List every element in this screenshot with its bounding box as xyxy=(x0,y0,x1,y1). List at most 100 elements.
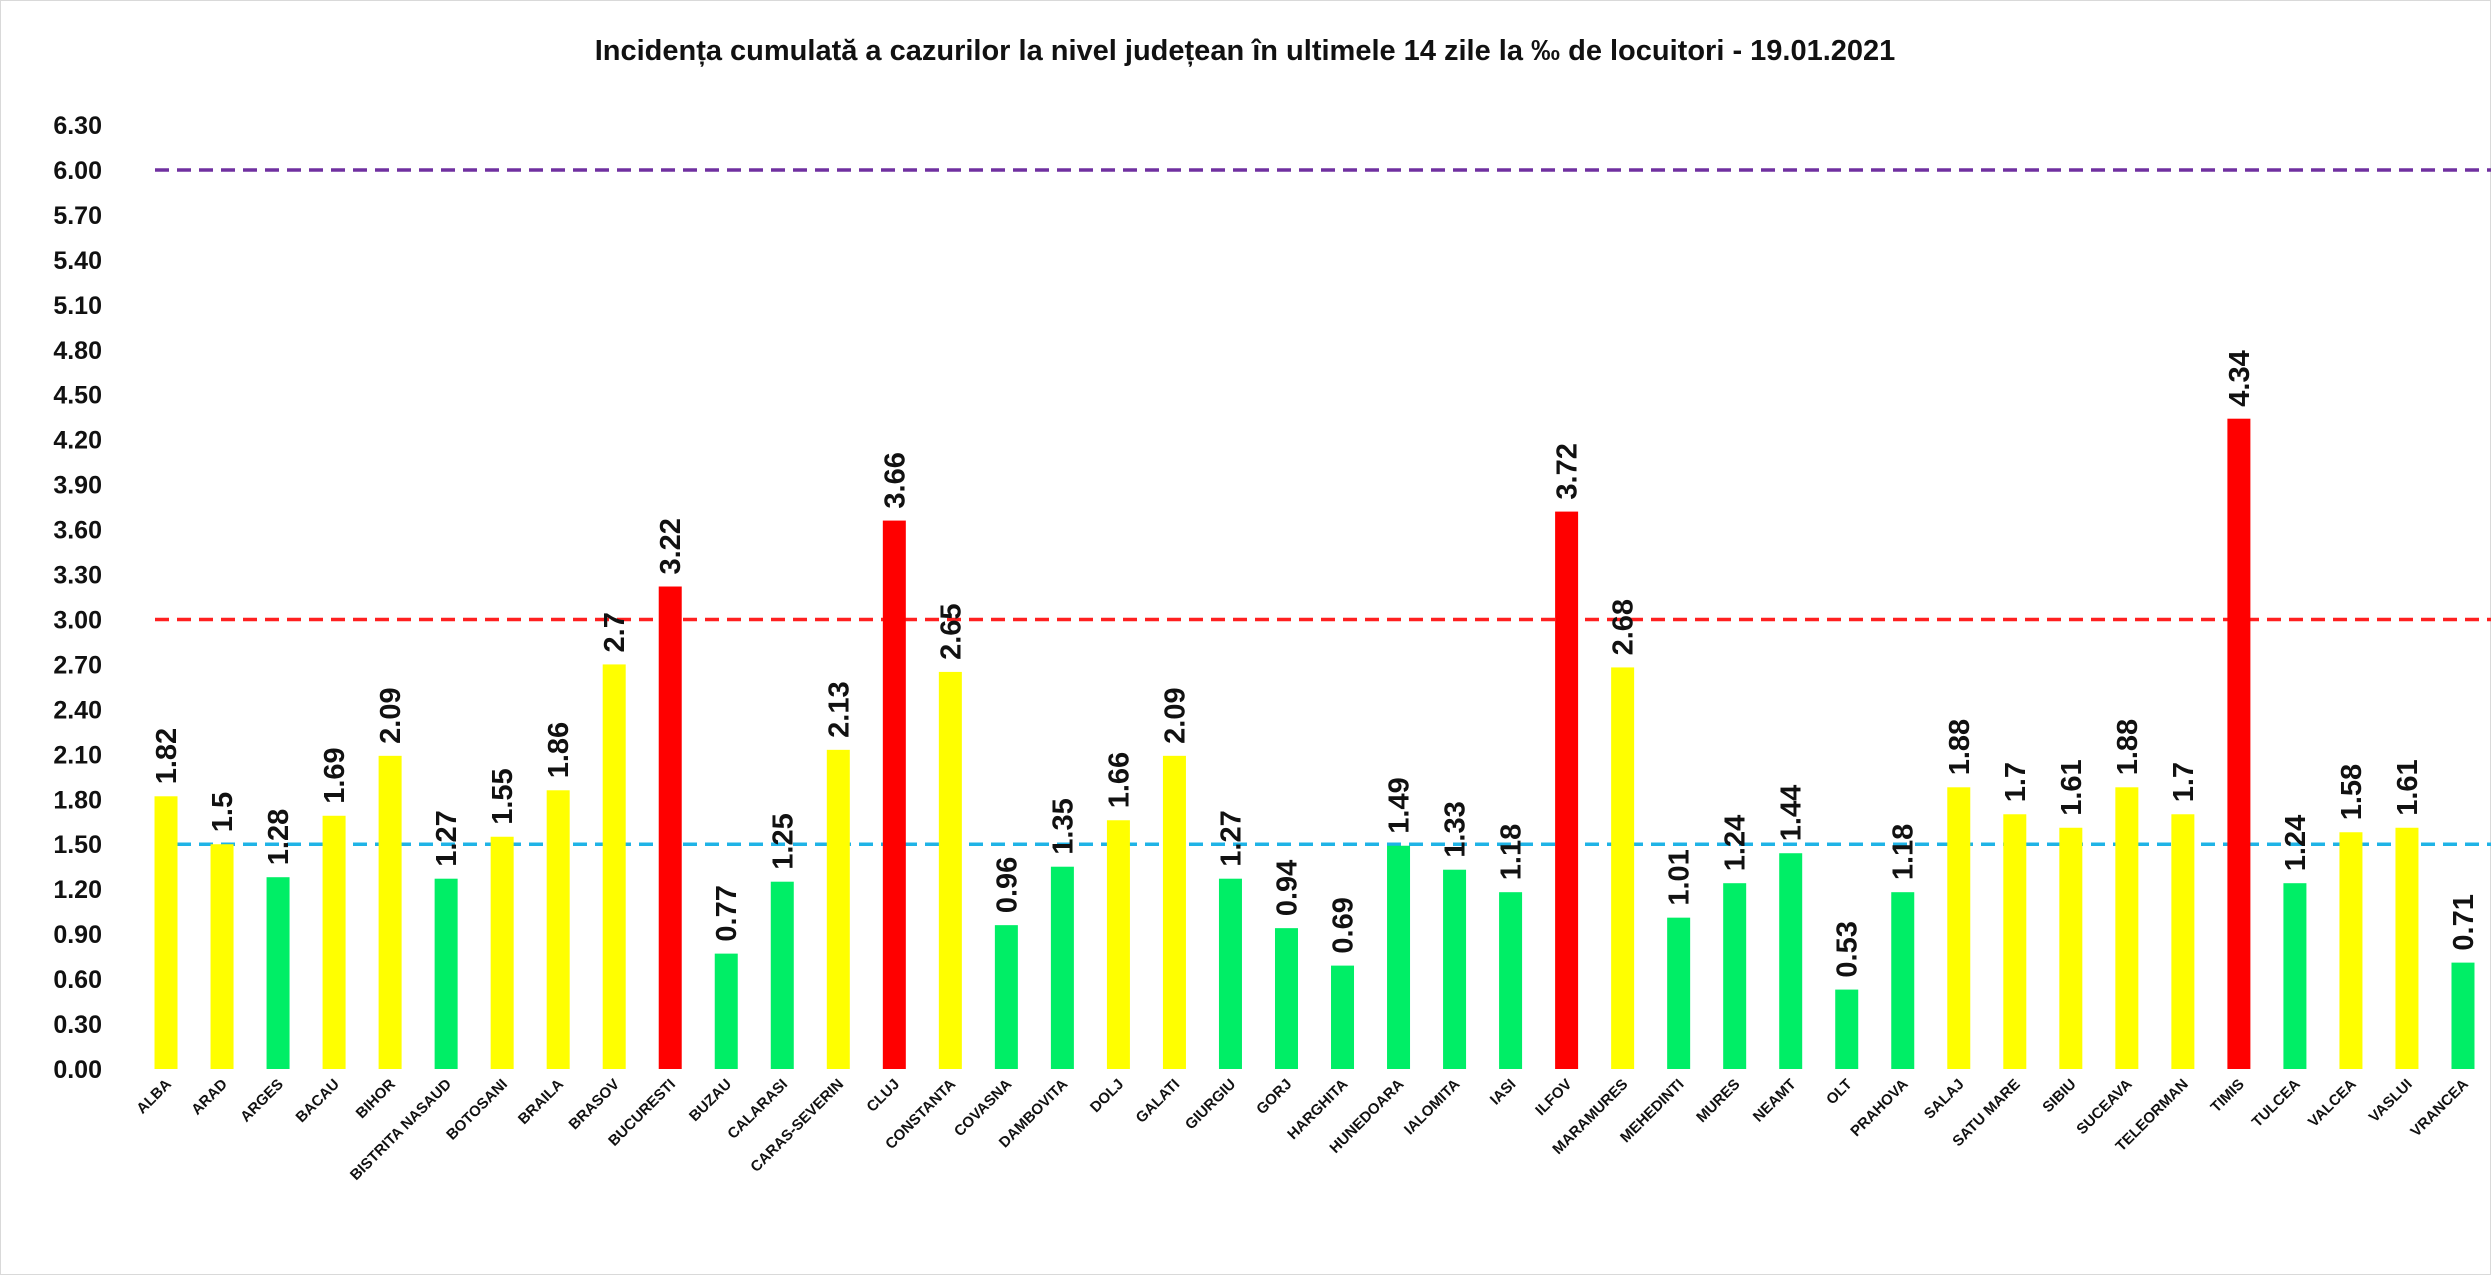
bar-dolj xyxy=(1106,820,1130,1069)
bar-constanta xyxy=(938,671,962,1069)
bar-giurgiu xyxy=(1218,878,1242,1069)
data-label: 0.53 xyxy=(1832,921,1864,977)
data-label: 2.09 xyxy=(375,687,407,743)
data-label: 4.34 xyxy=(2224,350,2256,406)
data-label: 2.68 xyxy=(1608,599,1640,655)
x-tick-label: MURES xyxy=(1693,1076,1743,1126)
bar-neamt xyxy=(1779,853,1803,1069)
bar-ilfov xyxy=(1555,511,1579,1070)
bar-tulcea xyxy=(2283,883,2307,1069)
x-tick-label: ARAD xyxy=(188,1076,231,1119)
bar-caras-severin xyxy=(826,749,850,1069)
y-tick-label: 5.70 xyxy=(53,202,102,230)
bar-bistrita-nasaud xyxy=(434,878,458,1069)
data-label: 2.65 xyxy=(935,603,967,659)
bar-mehedinti xyxy=(1667,917,1691,1069)
bar-iasi xyxy=(1499,892,1523,1069)
y-tick-label: 0.60 xyxy=(53,966,102,994)
data-label: 1.7 xyxy=(2000,762,2032,802)
x-tick-label: DOLJ xyxy=(1087,1076,1127,1116)
data-label: 1.86 xyxy=(543,722,575,778)
y-tick-label: 1.20 xyxy=(53,876,102,904)
x-tick-label: GALATI xyxy=(1133,1076,1184,1127)
x-tick-label: CLUJ xyxy=(863,1076,903,1116)
x-tick-label: ALBA xyxy=(133,1076,175,1118)
bar-timis xyxy=(2227,418,2251,1069)
bar-satu-mare xyxy=(2003,814,2027,1069)
y-tick-label: 6.00 xyxy=(53,157,102,185)
x-tick-label: TULCEA xyxy=(2249,1076,2304,1131)
bar-suceava xyxy=(2115,787,2139,1069)
y-tick-label: 3.60 xyxy=(53,517,102,545)
data-label: 0.96 xyxy=(991,857,1023,913)
y-tick-label: 2.70 xyxy=(53,651,102,679)
x-tick-label: BACAU xyxy=(293,1076,343,1126)
data-label: 1.61 xyxy=(2056,759,2088,815)
data-label: 2.09 xyxy=(1159,687,1191,743)
x-tick-label: SALAJ xyxy=(1921,1076,1968,1123)
y-tick-label: 6.30 xyxy=(53,112,102,140)
x-tick-label: VRANCEA xyxy=(2407,1076,2472,1141)
data-label: 1.44 xyxy=(1776,785,1808,841)
data-label: 1.18 xyxy=(1888,824,1920,880)
data-label: 1.66 xyxy=(1103,752,1135,808)
bar-arges xyxy=(266,877,290,1069)
bar-botosani xyxy=(490,836,514,1069)
bar-brasov xyxy=(602,664,626,1069)
bar-cluj xyxy=(882,520,906,1069)
x-tick-label: TIMIS xyxy=(2207,1076,2247,1116)
x-tick-label: VALCEA xyxy=(2305,1076,2360,1131)
bar-arad xyxy=(210,844,234,1069)
x-tick-label: GIURGIU xyxy=(1182,1076,1239,1133)
y-tick-label: 0.90 xyxy=(53,921,102,949)
y-tick-label: 4.50 xyxy=(53,382,102,410)
x-tick-label: OLT xyxy=(1823,1076,1855,1108)
data-label: 1.49 xyxy=(1384,777,1416,833)
data-label: 3.72 xyxy=(1552,443,1584,499)
bar-ialomita xyxy=(1443,869,1467,1069)
x-tick-label: PRAHOVA xyxy=(1847,1076,1911,1140)
bar-vaslui xyxy=(2395,827,2419,1069)
chart-title: Incidența cumulată a cazurilor la nivel … xyxy=(595,35,1896,67)
bar-galati xyxy=(1162,755,1186,1069)
data-label: 1.69 xyxy=(319,747,351,803)
data-labels: 1.82 1.5 1.28 1.69 2.09 1.27 1.55 1.86 2.7 3.22 0.… xyxy=(151,350,2480,977)
y-tick-label: 5.40 xyxy=(53,247,102,275)
y-tick-label: 2.40 xyxy=(53,696,102,724)
x-tick-label: BUZAU xyxy=(686,1076,735,1125)
data-label: 1.33 xyxy=(1440,801,1472,857)
reference-lines xyxy=(155,168,2491,846)
data-label: 1.24 xyxy=(1720,815,1752,871)
data-label: 1.27 xyxy=(1215,810,1247,866)
bar-sibiu xyxy=(2059,827,2083,1069)
y-tick-label: 4.20 xyxy=(53,427,102,455)
x-tick-label: GORJ xyxy=(1253,1076,1295,1118)
data-label: 1.24 xyxy=(2280,815,2312,871)
y-axis-ticks: 0.00 0.30 0.60 0.90 1.20 1.50 1.80 2.10 2.40 2.70… xyxy=(53,112,102,1084)
y-tick-label: 3.30 xyxy=(53,562,102,590)
bar-valcea xyxy=(2339,832,2363,1069)
x-tick-label: ARGES xyxy=(237,1076,287,1126)
data-label: 1.28 xyxy=(263,809,295,865)
data-label: 1.55 xyxy=(487,768,519,824)
data-label: 1.7 xyxy=(2168,762,2200,802)
x-tick-label: NEAMT xyxy=(1750,1076,1800,1126)
y-tick-label: 2.10 xyxy=(53,741,102,769)
data-label: 1.25 xyxy=(767,813,799,869)
data-label: 3.22 xyxy=(655,518,687,574)
bar-covasna xyxy=(994,925,1018,1069)
bar-hunedoara xyxy=(1387,845,1411,1069)
bar-vrancea xyxy=(2451,962,2475,1069)
bar-bihor xyxy=(378,755,402,1069)
x-tick-label: BISTRITA NASAUD xyxy=(347,1076,455,1184)
data-label: 1.18 xyxy=(1496,824,1528,880)
x-tick-label: BRASOV xyxy=(566,1076,623,1133)
bar-mures xyxy=(1723,883,1747,1069)
data-label: 3.66 xyxy=(879,452,911,508)
y-tick-label: 1.50 xyxy=(53,831,102,859)
bar-harghita xyxy=(1331,965,1355,1069)
x-tick-label: IASI xyxy=(1487,1076,1520,1109)
data-label: 1.01 xyxy=(1664,849,1696,905)
x-tick-label: VASLUI xyxy=(2366,1076,2416,1126)
